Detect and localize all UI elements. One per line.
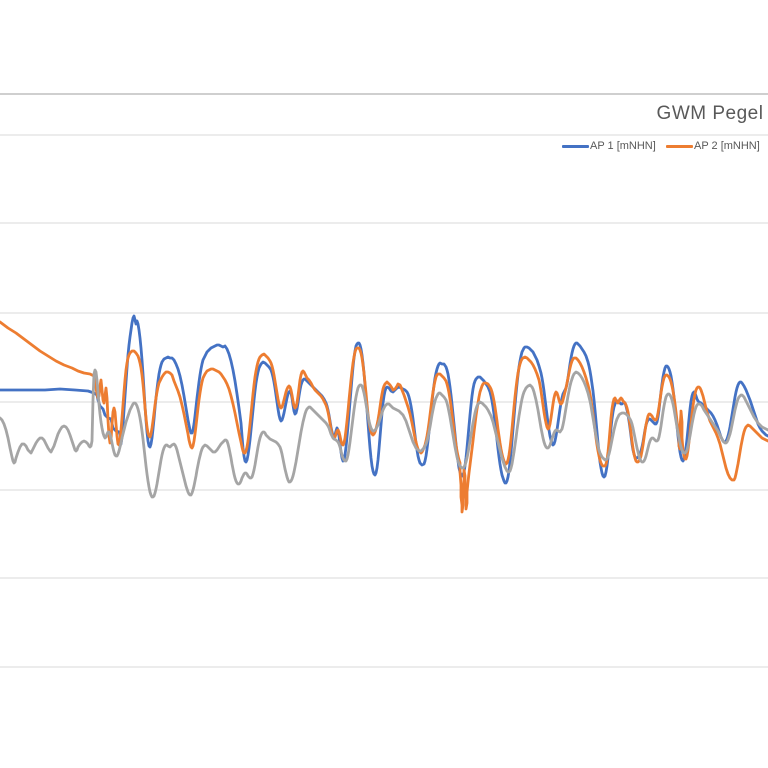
series-line-gray[interactable] <box>0 368 768 499</box>
chart-title: GWM Pegel <box>656 103 764 124</box>
series-line-ap2[interactable] <box>0 320 768 514</box>
series-line-ap1[interactable] <box>0 314 768 485</box>
legend-swatch-ap1-icon <box>562 144 589 148</box>
legend-item-ap2[interactable]: AP 2 [mNHN] <box>666 139 760 153</box>
legend-label-ap2: AP 2 [mNHN] <box>694 140 760 152</box>
legend-swatch-ap2-icon <box>666 144 693 148</box>
legend-label-ap1: AP 1 [mNHN] <box>590 140 656 152</box>
legend-item-ap1[interactable]: AP 1 [mNHN] <box>562 139 656 153</box>
